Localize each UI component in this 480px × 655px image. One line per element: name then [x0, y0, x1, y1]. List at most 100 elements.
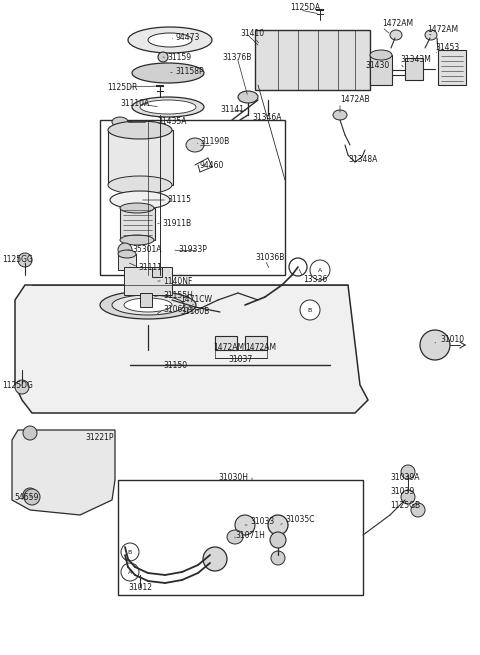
Ellipse shape	[132, 63, 204, 83]
Text: 31343M: 31343M	[400, 56, 431, 64]
Text: 31071H: 31071H	[235, 531, 265, 540]
Ellipse shape	[108, 176, 172, 194]
Ellipse shape	[271, 551, 285, 565]
Ellipse shape	[333, 110, 347, 120]
Ellipse shape	[121, 543, 139, 561]
Text: 13336: 13336	[303, 276, 327, 284]
Text: 31410: 31410	[240, 29, 264, 37]
Text: 31911B: 31911B	[162, 219, 191, 227]
Text: 31453: 31453	[435, 43, 459, 52]
Text: 31115: 31115	[167, 195, 191, 204]
Bar	[120, 208, 155, 240]
Ellipse shape	[118, 250, 136, 258]
Text: 1140NF: 1140NF	[163, 276, 192, 286]
Ellipse shape	[425, 30, 437, 40]
Bar	[108, 130, 173, 185]
Ellipse shape	[128, 27, 212, 53]
Bar	[100, 120, 285, 275]
Text: 31430: 31430	[365, 60, 389, 69]
Ellipse shape	[203, 547, 227, 571]
Ellipse shape	[390, 30, 402, 40]
Text: 31039: 31039	[390, 487, 414, 496]
Bar	[370, 55, 392, 85]
Ellipse shape	[148, 33, 192, 47]
Text: 31190B: 31190B	[200, 138, 229, 147]
Bar	[438, 50, 466, 85]
Ellipse shape	[108, 121, 172, 139]
Text: 1125DG: 1125DG	[2, 381, 33, 390]
Text: 31155H: 31155H	[163, 291, 193, 299]
Text: 1472AM: 1472AM	[382, 18, 413, 28]
Ellipse shape	[18, 253, 32, 267]
Text: A: A	[318, 267, 322, 272]
Ellipse shape	[420, 330, 450, 360]
Text: 31376B: 31376B	[222, 52, 252, 62]
Ellipse shape	[118, 243, 132, 257]
Text: 31141: 31141	[220, 105, 244, 113]
Text: 94473: 94473	[175, 33, 199, 41]
Ellipse shape	[15, 380, 29, 394]
Text: 31221P: 31221P	[85, 432, 113, 441]
Text: 31348A: 31348A	[348, 155, 377, 164]
Text: 1125GB: 1125GB	[390, 500, 420, 510]
Text: 31035C: 31035C	[285, 515, 314, 525]
Ellipse shape	[401, 490, 415, 504]
Ellipse shape	[370, 50, 392, 60]
Bar	[152, 267, 162, 277]
Ellipse shape	[124, 298, 172, 312]
Text: 31039A: 31039A	[390, 472, 420, 481]
Text: 31037: 31037	[228, 356, 252, 364]
Ellipse shape	[411, 503, 425, 517]
Ellipse shape	[24, 489, 40, 505]
Ellipse shape	[112, 295, 184, 315]
Text: 31036B: 31036B	[255, 252, 284, 261]
Text: B: B	[128, 550, 132, 555]
Text: B: B	[308, 307, 312, 312]
Text: 94460: 94460	[200, 160, 224, 170]
Text: 31111: 31111	[138, 263, 162, 272]
Text: 31160B: 31160B	[180, 307, 209, 316]
Text: 1472AM: 1472AM	[213, 343, 244, 352]
Ellipse shape	[310, 260, 330, 280]
Ellipse shape	[120, 203, 154, 213]
Ellipse shape	[23, 488, 37, 502]
Text: 31033: 31033	[250, 517, 274, 527]
Text: 54659: 54659	[14, 493, 38, 502]
Ellipse shape	[140, 100, 196, 114]
Ellipse shape	[158, 52, 168, 62]
Ellipse shape	[227, 530, 243, 544]
Ellipse shape	[238, 91, 258, 103]
Text: 1472AM: 1472AM	[427, 26, 458, 35]
Text: 1125GG: 1125GG	[2, 255, 33, 265]
Text: 31346A: 31346A	[252, 113, 281, 122]
Ellipse shape	[300, 300, 320, 320]
Text: 31933P: 31933P	[178, 246, 207, 255]
Text: 31061A: 31061A	[163, 305, 192, 314]
Ellipse shape	[268, 515, 288, 535]
Text: 31435A: 31435A	[157, 117, 187, 126]
Text: 31159: 31159	[167, 54, 191, 62]
Polygon shape	[15, 285, 368, 413]
Bar	[118, 480, 363, 595]
Text: 1472AM: 1472AM	[245, 343, 276, 352]
Text: 31010: 31010	[440, 335, 464, 345]
Bar	[215, 336, 237, 350]
Ellipse shape	[112, 117, 128, 127]
Text: 31030H: 31030H	[218, 472, 248, 481]
Text: 35301A: 35301A	[132, 246, 161, 255]
Text: 1472AB: 1472AB	[340, 96, 370, 105]
Ellipse shape	[186, 138, 204, 152]
Ellipse shape	[120, 235, 154, 245]
Ellipse shape	[270, 532, 286, 548]
Ellipse shape	[235, 515, 255, 535]
Text: 31012: 31012	[128, 584, 152, 593]
Ellipse shape	[401, 465, 415, 479]
Bar	[255, 30, 370, 90]
Text: 31150: 31150	[163, 360, 187, 369]
Bar	[124, 267, 172, 295]
Bar	[245, 336, 267, 350]
Ellipse shape	[121, 563, 139, 581]
Ellipse shape	[132, 97, 204, 117]
Bar	[140, 293, 152, 307]
Text: 31158P: 31158P	[175, 67, 204, 77]
